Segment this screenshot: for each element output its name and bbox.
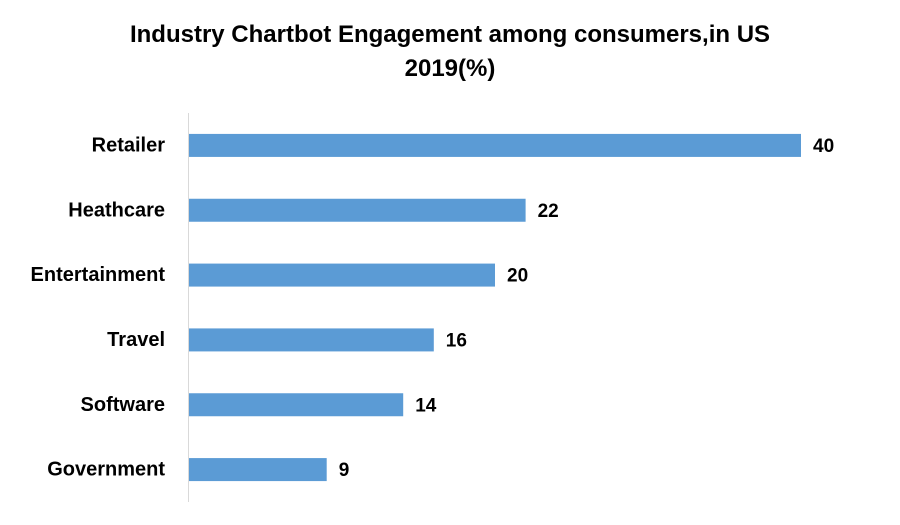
bar-software	[189, 393, 404, 417]
value-label-software: 14	[415, 395, 437, 416]
category-label-entertainment: Entertainment	[31, 264, 166, 286]
category-label-heathcare: Heathcare	[68, 199, 165, 221]
category-labels: Retailer Heathcare Entertainment Travel Soft…	[31, 134, 166, 480]
value-label-government: 9	[339, 460, 350, 481]
bar-retailer	[189, 133, 801, 157]
bar-travel	[189, 328, 434, 352]
category-label-retailer: Retailer	[92, 134, 166, 156]
category-label-government: Government	[47, 459, 165, 481]
category-label-travel: Travel	[107, 329, 165, 351]
value-label-heathcare: 22	[538, 201, 559, 222]
value-label-travel: 16	[446, 330, 467, 351]
value-labels: 40 22 20 16 14 9	[339, 136, 834, 481]
bar-heathcare	[189, 198, 526, 222]
bars-group	[189, 133, 801, 482]
value-label-retailer: 40	[813, 136, 834, 157]
value-label-entertainment: 20	[507, 266, 528, 287]
bar-entertainment	[189, 263, 495, 287]
chart-title: Industry Chartbot Engagement among consu…	[129, 21, 771, 82]
category-label-software: Software	[81, 394, 165, 416]
bar-government	[189, 458, 327, 482]
